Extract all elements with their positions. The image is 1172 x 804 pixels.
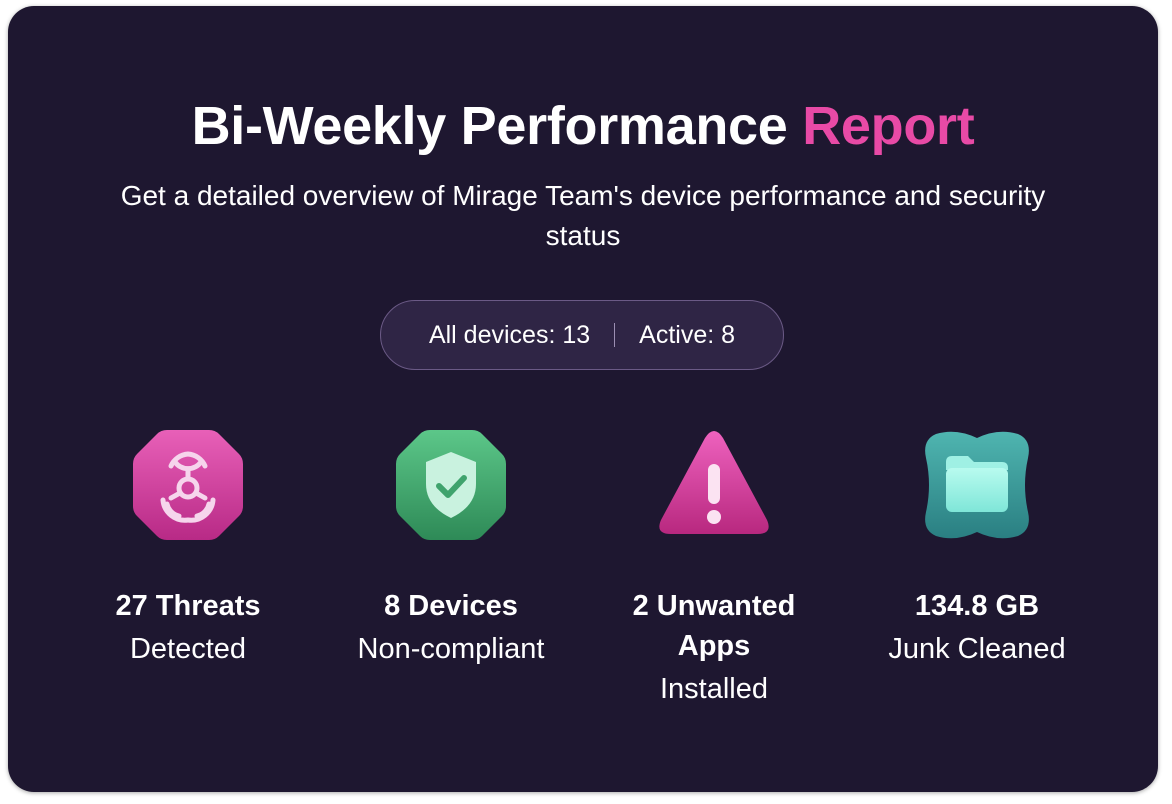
report-card: Bi-Weekly Performance Report Get a detai… <box>8 6 1158 792</box>
stat-unwanted-apps: 2 Unwanted Apps Installed <box>584 424 844 712</box>
page-title: Bi-Weekly Performance Report <box>8 94 1158 158</box>
title-accent: Report <box>802 96 975 156</box>
folder-icon <box>925 431 1029 539</box>
shield-check-icon <box>396 430 506 540</box>
title-main: Bi-Weekly Performance <box>191 96 788 156</box>
threats-caption: Detected <box>129 633 247 665</box>
page-subtitle: Get a detailed overview of Mirage Team's… <box>120 180 1046 251</box>
junk-cleaned-caption: Junk Cleaned <box>888 633 1066 665</box>
device-summary-pill: All devices: 13 Active: 8 <box>380 300 784 370</box>
junk-cleaned-headline: 134.8 GB <box>914 590 1040 622</box>
threats-headline: 27 Threats <box>115 590 261 622</box>
devices-caption: Non-compliant <box>357 633 545 665</box>
active-devices-count: Active: 8 <box>639 320 736 349</box>
stat-threats: 27 Threats Detected <box>58 424 318 672</box>
biohazard-icon <box>133 430 243 540</box>
stat-devices: 8 Devices Non-compliant <box>321 424 581 672</box>
devices-headline: 8 Devices <box>384 590 518 622</box>
all-devices-count: All devices: 13 <box>428 320 591 349</box>
stat-junk-cleaned: 134.8 GB Junk Cleaned <box>847 424 1107 672</box>
warning-triangle-icon <box>659 431 769 534</box>
unwanted-apps-caption: Installed <box>659 673 768 705</box>
pill-divider <box>614 323 616 347</box>
unwanted-apps-headline: 2 Unwanted Apps <box>632 590 796 662</box>
